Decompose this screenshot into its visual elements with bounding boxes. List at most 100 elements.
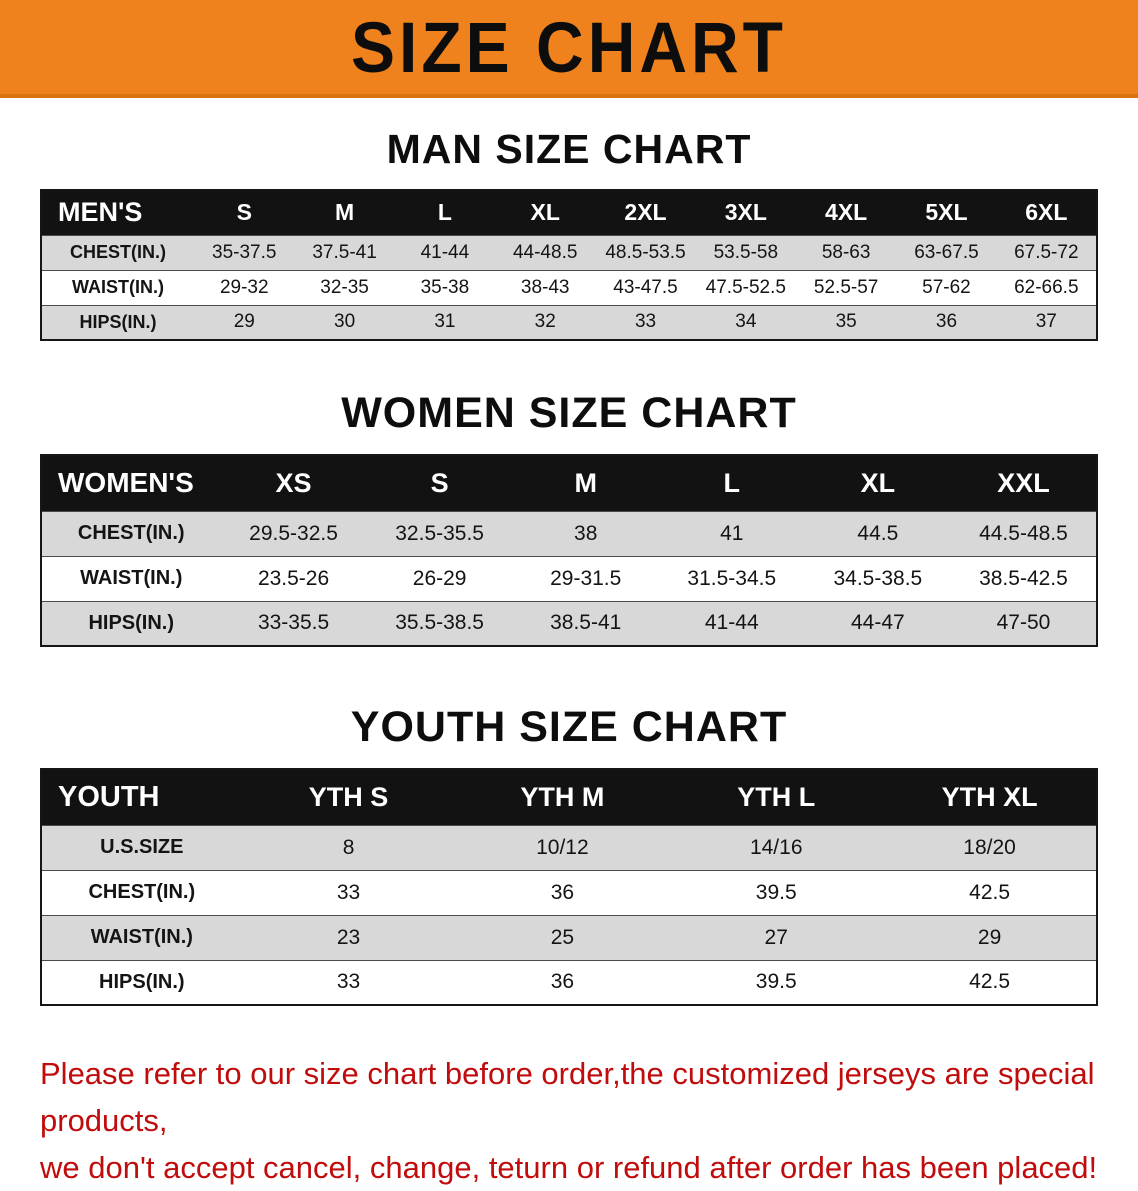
measurement-value-cell: 41-44 bbox=[394, 234, 496, 270]
size-column-header: 4XL bbox=[795, 190, 897, 235]
size-column-header: 5XL bbox=[896, 190, 997, 235]
measurement-label-cell: HIPS(IN.) bbox=[41, 304, 195, 340]
measurement-value-cell: 36 bbox=[455, 869, 670, 915]
measurement-value-cell: 30 bbox=[294, 304, 395, 340]
measurement-label-cell: CHEST(IN.) bbox=[41, 510, 221, 556]
measurement-value-cell: 33 bbox=[241, 869, 456, 915]
women-size-table: WOMEN'S XS S M L XL XXL CHEST(IN.) 29.5-32.5 32.5… bbox=[40, 454, 1098, 647]
measurement-value-cell: 52.5-57 bbox=[795, 269, 897, 305]
measurement-value-cell: 32.5-35.5 bbox=[366, 510, 513, 556]
measurement-value-cell: 44-48.5 bbox=[495, 234, 596, 270]
size-column-header: YTH L bbox=[669, 769, 884, 825]
measurement-value-cell: 35 bbox=[795, 304, 897, 340]
table-header-row: WOMEN'S XS S M L XL XXL bbox=[41, 455, 1097, 511]
measurement-value-cell: 41 bbox=[658, 510, 805, 556]
youth-size-table: YOUTH YTH S YTH M YTH L YTH XL U.S.SIZE 8 10/12… bbox=[40, 768, 1098, 1006]
measurement-value-cell: 47-50 bbox=[950, 600, 1097, 646]
size-column-header: M bbox=[294, 190, 395, 235]
measurement-value-cell: 67.5-72 bbox=[996, 234, 1097, 270]
table-row: CHEST(IN.) 33 36 39.5 42.5 bbox=[41, 869, 1097, 915]
table-row: U.S.SIZE 8 10/12 14/16 18/20 bbox=[41, 824, 1097, 870]
page-title: SIZE CHART bbox=[351, 7, 787, 87]
measurement-value-cell: 35.5-38.5 bbox=[366, 600, 513, 646]
measurement-value-cell: 43-47.5 bbox=[595, 269, 696, 305]
size-column-header: XL bbox=[495, 190, 596, 235]
measurement-value-cell: 39.5 bbox=[669, 959, 884, 1005]
measurement-label-cell: CHEST(IN.) bbox=[41, 869, 242, 915]
size-column-header: M bbox=[512, 455, 659, 511]
measurement-value-cell: 33 bbox=[241, 959, 456, 1005]
measurement-value-cell: 38 bbox=[512, 510, 659, 556]
measurement-value-cell: 37.5-41 bbox=[294, 234, 395, 270]
size-column-header: XL bbox=[804, 455, 951, 511]
measurement-value-cell: 63-67.5 bbox=[896, 234, 997, 270]
measurement-value-cell: 33 bbox=[595, 304, 696, 340]
measurement-label-cell: WAIST(IN.) bbox=[41, 914, 242, 960]
table-row: HIPS(IN.) 29 30 31 32 33 34 35 36 37 bbox=[41, 304, 1097, 340]
measurement-label-cell: CHEST(IN.) bbox=[41, 234, 195, 270]
measurement-value-cell: 38.5-41 bbox=[512, 600, 659, 646]
measurement-label-cell: WAIST(IN.) bbox=[41, 269, 195, 305]
measurement-value-cell: 42.5 bbox=[883, 869, 1097, 915]
measurement-label-cell: WAIST(IN.) bbox=[41, 555, 221, 601]
measurement-value-cell: 42.5 bbox=[883, 959, 1097, 1005]
size-column-header: L bbox=[394, 190, 496, 235]
men-size-section: MAN SIZE CHART MEN'S S M L XL 2XL 3XL 4XL 5XL 6XL… bbox=[0, 126, 1138, 341]
measurement-value-cell: 62-66.5 bbox=[996, 269, 1097, 305]
size-column-header: 3XL bbox=[695, 190, 796, 235]
measurement-value-cell: 10/12 bbox=[455, 824, 670, 870]
measurement-value-cell: 32-35 bbox=[294, 269, 395, 305]
men-section-heading: MAN SIZE CHART bbox=[386, 126, 752, 172]
measurement-label-cell: HIPS(IN.) bbox=[41, 959, 242, 1005]
table-row: CHEST(IN.) 29.5-32.5 32.5-35.5 38 41 44.5 44.5… bbox=[41, 510, 1097, 556]
size-column-header: XXL bbox=[950, 455, 1097, 511]
measurement-label-cell: HIPS(IN.) bbox=[41, 600, 221, 646]
table-row: WAIST(IN.) 23.5-26 26-29 29-31.5 31.5-34.5 34… bbox=[41, 555, 1097, 601]
table-row: HIPS(IN.) 33 36 39.5 42.5 bbox=[41, 959, 1097, 1005]
youth-section-heading: YOUTH SIZE CHART bbox=[350, 703, 788, 751]
table-row: HIPS(IN.) 33-35.5 35.5-38.5 38.5-41 41-44 44-… bbox=[41, 600, 1097, 646]
size-column-header: S bbox=[194, 190, 295, 235]
banner: SIZE CHART bbox=[0, 0, 1138, 98]
measurement-value-cell: 36 bbox=[896, 304, 997, 340]
measurement-value-cell: 34 bbox=[695, 304, 796, 340]
measurement-value-cell: 48.5-53.5 bbox=[595, 234, 696, 270]
table-header-row: YOUTH YTH S YTH M YTH L YTH XL bbox=[41, 769, 1097, 825]
size-column-header: 2XL bbox=[595, 190, 696, 235]
measurement-value-cell: 47.5-52.5 bbox=[695, 269, 796, 305]
measurement-value-cell: 8 bbox=[241, 824, 456, 870]
table-title-cell: YOUTH bbox=[41, 769, 242, 825]
women-size-section: WOMEN SIZE CHART WOMEN'S XS S M L XL XXL CHEST(… bbox=[0, 389, 1138, 647]
measurement-label-cell: U.S.SIZE bbox=[41, 824, 242, 870]
measurement-value-cell: 57-62 bbox=[896, 269, 997, 305]
measurement-value-cell: 29 bbox=[883, 914, 1097, 960]
measurement-value-cell: 41-44 bbox=[658, 600, 805, 646]
measurement-value-cell: 27 bbox=[669, 914, 884, 960]
table-row: CHEST(IN.) 35-37.5 37.5-41 41-44 44-48.5 48.5… bbox=[41, 234, 1097, 270]
measurement-value-cell: 58-63 bbox=[795, 234, 897, 270]
size-column-header: YTH XL bbox=[883, 769, 1097, 825]
measurement-value-cell: 36 bbox=[455, 959, 670, 1005]
measurement-value-cell: 33-35.5 bbox=[220, 600, 367, 646]
table-row: WAIST(IN.) 29-32 32-35 35-38 38-43 43-47.5 47.… bbox=[41, 269, 1097, 305]
size-column-header: S bbox=[366, 455, 513, 511]
measurement-value-cell: 29-32 bbox=[194, 269, 295, 305]
size-column-header: XS bbox=[220, 455, 367, 511]
measurement-value-cell: 18/20 bbox=[883, 824, 1097, 870]
measurement-value-cell: 44-47 bbox=[804, 600, 951, 646]
size-column-header: YTH S bbox=[241, 769, 456, 825]
measurement-value-cell: 31.5-34.5 bbox=[658, 555, 805, 601]
measurement-value-cell: 35-37.5 bbox=[194, 234, 295, 270]
measurement-value-cell: 23 bbox=[241, 914, 456, 960]
measurement-value-cell: 44.5-48.5 bbox=[950, 510, 1097, 556]
measurement-value-cell: 29 bbox=[194, 304, 295, 340]
measurement-value-cell: 39.5 bbox=[669, 869, 884, 915]
measurement-value-cell: 38-43 bbox=[495, 269, 596, 305]
measurement-value-cell: 23.5-26 bbox=[220, 555, 367, 601]
disclaimer: Please refer to our size chart before or… bbox=[40, 1050, 1108, 1191]
size-column-header: YTH M bbox=[455, 769, 670, 825]
measurement-value-cell: 38.5-42.5 bbox=[950, 555, 1097, 601]
table-title-cell: MEN'S bbox=[41, 190, 195, 235]
measurement-value-cell: 32 bbox=[495, 304, 596, 340]
